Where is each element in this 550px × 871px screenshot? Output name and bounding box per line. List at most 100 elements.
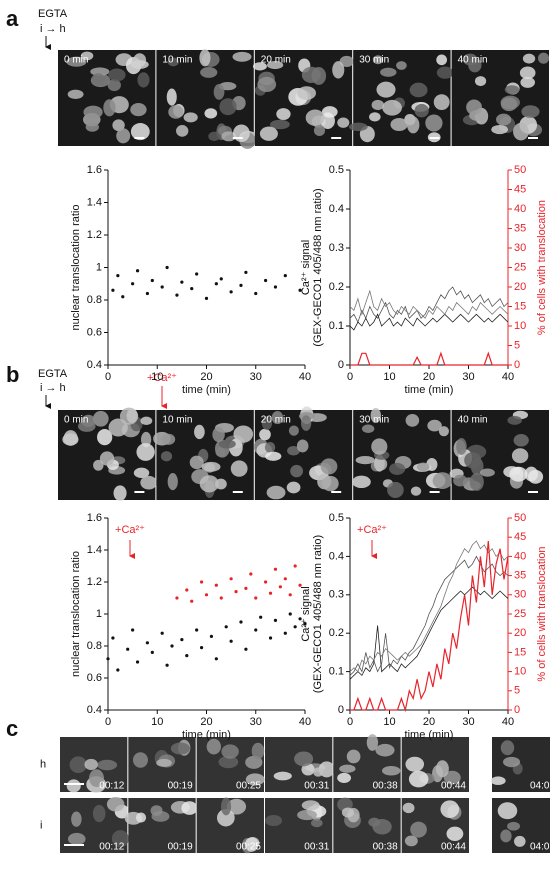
x-tick-label: 30 <box>250 716 262 728</box>
data-point <box>175 293 179 297</box>
x-tick-label: 30 <box>462 716 474 728</box>
cell-nucleus <box>259 126 278 141</box>
cell-nucleus <box>352 475 371 489</box>
cell-nucleus <box>372 55 384 65</box>
direction-label: i → h <box>40 23 66 35</box>
y-tick-label: 1.4 <box>87 544 102 556</box>
cell-nucleus <box>514 835 526 847</box>
y2-tick-label: 0 <box>514 359 520 371</box>
data-point <box>298 583 302 587</box>
y-tick-label: 0.1 <box>329 666 344 678</box>
cell-nucleus <box>67 89 84 100</box>
y2-axis-label: % of cells with translocation <box>536 546 548 681</box>
cell-nucleus <box>137 72 150 88</box>
data-point <box>249 572 253 576</box>
treatment-label: EGTA <box>38 8 68 20</box>
cell-nucleus <box>301 763 315 776</box>
y-tick-label: 0.3 <box>329 589 344 601</box>
timestamp: 00:44 <box>441 842 466 853</box>
cell-nucleus <box>126 408 138 423</box>
cell-nucleus <box>167 473 178 491</box>
cell-nucleus <box>372 819 392 835</box>
row-label: h <box>40 758 46 770</box>
timestamp: 00:25 <box>236 842 261 853</box>
y2-tick-label: 20 <box>514 627 526 639</box>
cell-nucleus <box>216 809 235 827</box>
x-tick-label: 20 <box>200 716 212 728</box>
panel-label: b <box>6 362 19 387</box>
cell-nucleus <box>414 103 429 118</box>
timestamp: 00:31 <box>304 842 329 853</box>
cell-nucleus <box>116 128 131 144</box>
cell-nucleus <box>313 124 326 136</box>
data-point <box>288 612 292 616</box>
cell-nucleus <box>89 769 104 788</box>
data-point <box>170 644 174 648</box>
y-tick-label: 0.4 <box>87 359 102 371</box>
cell-nucleus <box>464 452 482 469</box>
cell-nucleus <box>504 85 520 95</box>
x-axis-label: time (min) <box>182 384 231 396</box>
data-point <box>219 277 223 281</box>
cell-nucleus <box>522 53 536 64</box>
y2-tick-label: 45 <box>514 183 526 195</box>
y-tick-label: 0.2 <box>329 627 344 639</box>
y-tick-label: 0.4 <box>329 203 344 215</box>
x-tick-label: 40 <box>299 716 311 728</box>
cell-nucleus <box>66 779 81 793</box>
y2-tick-label: 15 <box>514 300 526 312</box>
y-tick-label: 1.2 <box>87 229 102 241</box>
data-point <box>160 285 164 289</box>
data-point <box>131 628 135 632</box>
cell-nucleus <box>63 430 78 446</box>
x-tick-label: 40 <box>299 371 311 383</box>
data-point <box>199 646 204 650</box>
cell-nucleus <box>408 770 429 788</box>
cell-nucleus <box>221 131 237 142</box>
cell-nucleus <box>500 97 518 112</box>
panel-label: a <box>6 6 19 31</box>
panel-label: c <box>6 716 18 741</box>
cell-nucleus <box>321 106 338 118</box>
y-tick-label: 0.6 <box>87 326 102 338</box>
cell-nucleus <box>396 61 407 70</box>
signal-line <box>349 313 509 331</box>
data-point <box>180 638 184 642</box>
cell-nucleus <box>213 84 225 100</box>
cell-nucleus <box>133 467 150 479</box>
data-point <box>264 278 268 283</box>
cell-nucleus <box>361 424 375 433</box>
cell-nucleus <box>432 472 453 490</box>
cell-nucleus <box>136 443 155 461</box>
cell-nucleus <box>264 441 276 453</box>
data-point <box>111 288 115 292</box>
cell-nucleus <box>332 61 345 79</box>
cell-nucleus <box>337 117 350 128</box>
cell-nucleus <box>407 116 420 134</box>
cell-nucleus <box>402 802 415 814</box>
cell-nucleus <box>456 437 467 455</box>
data-point <box>224 625 228 629</box>
frame-time: 10 min <box>162 415 192 426</box>
cell-nucleus <box>370 408 381 423</box>
cell-nucleus <box>339 55 354 68</box>
cell-nucleus <box>337 772 352 783</box>
cell-nucleus <box>405 756 425 772</box>
cell-nucleus <box>355 456 375 465</box>
cell-nucleus <box>287 445 300 456</box>
y2-tick-label: 15 <box>514 646 526 658</box>
cell-nucleus <box>200 66 218 78</box>
cell-nucleus <box>276 108 291 121</box>
cell-nucleus <box>521 105 540 118</box>
x-tick-label: 10 <box>151 371 163 383</box>
frame-time: 20 min <box>261 415 291 426</box>
cell-nucleus <box>97 428 113 446</box>
data-point <box>209 634 214 639</box>
x-tick-label: 40 <box>502 716 514 728</box>
data-point <box>273 618 278 623</box>
data-point <box>214 282 218 286</box>
data-point <box>126 647 130 651</box>
cell-nucleus <box>90 67 110 76</box>
timestamp: 00:38 <box>373 781 398 792</box>
annotation: +Ca²⁺ <box>357 524 387 536</box>
